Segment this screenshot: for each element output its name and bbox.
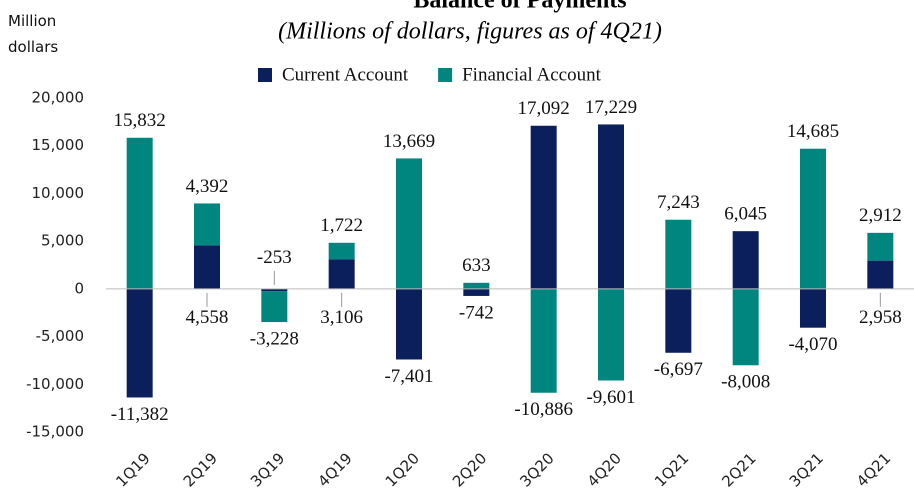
bar — [665, 288, 692, 353]
bar — [867, 232, 894, 261]
x-tick-label: 2Q20 — [449, 449, 490, 490]
bar — [126, 137, 153, 289]
y-tick-label: 5,000 — [41, 232, 84, 250]
bar — [396, 158, 422, 289]
legend-label: Current Account — [282, 64, 409, 85]
data-label: 3,106 — [320, 307, 363, 328]
data-label: 2,958 — [859, 307, 902, 328]
data-label: -6,697 — [654, 359, 703, 380]
data-label: -7,401 — [384, 366, 433, 387]
y-tick-label: -5,000 — [36, 327, 84, 345]
data-label: -742 — [459, 302, 494, 323]
y-tick-label: -15,000 — [26, 423, 84, 441]
y-tick-label: 0 — [74, 279, 84, 297]
y-tick-label: -10,000 — [26, 375, 84, 393]
x-tick-label: 1Q20 — [382, 449, 423, 490]
y-tick-label: 20,000 — [32, 89, 85, 107]
x-tick-label: 1Q21 — [651, 449, 692, 490]
bar — [598, 288, 624, 381]
x-tick-label: 3Q19 — [247, 449, 288, 490]
legend-swatch — [258, 68, 272, 82]
y-tick-label: 15,000 — [32, 136, 85, 154]
data-label: 13,669 — [383, 131, 435, 152]
bar — [328, 259, 355, 289]
bar — [598, 124, 624, 289]
data-label: 633 — [462, 255, 491, 276]
data-label: -253 — [257, 247, 292, 268]
data-label: -8,008 — [721, 372, 770, 393]
x-tick-label: 2Q21 — [718, 449, 759, 490]
bar — [126, 288, 153, 398]
bar — [530, 125, 557, 289]
data-label: 17,092 — [518, 98, 570, 119]
bar — [463, 288, 490, 296]
x-tick-label: 4Q20 — [584, 449, 625, 490]
legend-swatch — [438, 68, 453, 82]
bar — [800, 148, 826, 289]
data-label: 4,392 — [186, 176, 229, 197]
y-axis-label: Million dollars — [8, 12, 59, 56]
bar — [194, 245, 220, 289]
bar — [867, 260, 894, 289]
x-tick-label: 3Q20 — [516, 449, 557, 490]
legend-label: Financial Account — [462, 64, 601, 85]
bar — [261, 291, 288, 323]
bar — [463, 282, 490, 289]
data-label: 7,243 — [657, 192, 700, 213]
data-label: -9,601 — [586, 387, 635, 408]
bar — [732, 288, 759, 366]
data-label: 14,685 — [787, 121, 839, 142]
data-label: -3,228 — [250, 328, 299, 349]
data-label: 6,045 — [724, 204, 767, 225]
data-label: 1,722 — [320, 215, 363, 236]
x-tick-label: 4Q21 — [853, 449, 894, 490]
bar — [396, 288, 422, 360]
bar — [800, 288, 826, 328]
data-label: 4,558 — [186, 307, 229, 328]
data-label: 17,229 — [585, 97, 637, 118]
bar — [665, 219, 692, 289]
chart-title: Balance of Payments — [413, 0, 626, 14]
y-tick-label: 10,000 — [32, 184, 85, 202]
bar — [194, 203, 220, 246]
data-label: 2,912 — [859, 205, 902, 226]
data-label: -11,382 — [111, 404, 169, 425]
chart-subtitle: (Millions of dollars, figures as of 4Q21… — [278, 19, 662, 45]
data-label: -10,886 — [514, 399, 573, 420]
x-tick-label: 4Q19 — [314, 449, 355, 490]
x-tick-label: 1Q19 — [112, 449, 153, 490]
x-tick-label: 3Q21 — [786, 449, 827, 490]
x-tick-label: 2Q19 — [180, 449, 221, 490]
bar — [530, 288, 557, 393]
bar — [328, 242, 355, 260]
data-label: 15,832 — [114, 110, 166, 131]
bar — [732, 231, 759, 289]
bar — [261, 288, 288, 292]
data-label: -4,070 — [788, 334, 837, 355]
